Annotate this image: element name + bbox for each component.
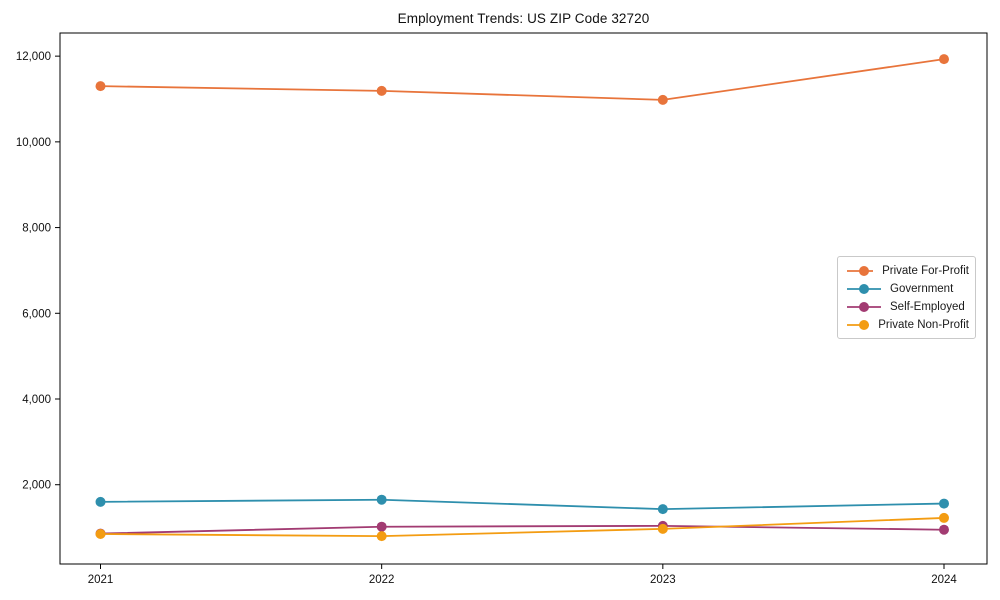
legend-item: Private Non-Profit — [847, 318, 969, 331]
y-tick-label: 10,000 — [16, 137, 51, 149]
series-line-government — [99, 498, 945, 511]
data-point-government-2023 — [657, 504, 668, 515]
series-line-private-for-profit — [99, 58, 945, 101]
data-point-self-employed-2024 — [939, 524, 949, 535]
legend-item: Government — [847, 282, 969, 295]
data-point-government-2022 — [376, 494, 387, 505]
data-point-private-non-profit-2024 — [939, 512, 949, 523]
legend-label: Government — [890, 282, 954, 295]
legend-marker-icon — [847, 265, 874, 276]
data-point-private-for-profit-2024 — [939, 54, 949, 65]
data-point-government-2021 — [95, 496, 106, 507]
y-tick-label: 8,000 — [22, 223, 51, 235]
legend-label: Private Non-Profit — [878, 318, 969, 331]
series-line-private-non-profit — [99, 517, 945, 538]
legend-label: Self-Employed — [890, 300, 965, 313]
data-point-government-2024 — [939, 498, 949, 509]
y-tick-label: 12,000 — [16, 51, 51, 63]
x-tick-label: 2024 — [931, 574, 957, 586]
legend-marker-icon — [847, 301, 881, 312]
x-tick-label: 2023 — [650, 574, 676, 586]
data-point-private-non-profit-2023 — [657, 523, 668, 534]
legend-label: Private For-Profit — [882, 264, 969, 277]
x-tick-label: 2021 — [88, 574, 114, 586]
data-point-private-non-profit-2021 — [95, 529, 106, 539]
axes-frame — [59, 32, 988, 565]
legend-item: Self-Employed — [847, 300, 969, 313]
data-point-private-for-profit-2021 — [95, 81, 106, 92]
legend-marker-icon — [847, 283, 881, 294]
y-tick-label: 4,000 — [22, 394, 51, 406]
data-point-private-for-profit-2022 — [376, 85, 387, 96]
y-tick-label: 6,000 — [22, 308, 51, 320]
data-point-private-for-profit-2023 — [657, 94, 668, 105]
legend-item: Private For-Profit — [847, 264, 969, 277]
legend-marker-icon — [847, 319, 870, 330]
chart-title: Employment Trends: US ZIP Code 32720 — [397, 11, 650, 26]
x-tick-label: 2022 — [369, 574, 395, 586]
data-point-self-employed-2022 — [376, 521, 387, 532]
legend: Private For-Profit Government Self-Employe… — [837, 256, 976, 339]
y-tick-label: 2,000 — [22, 480, 51, 492]
series-line-self-employed — [99, 524, 945, 535]
data-point-private-non-profit-2022 — [376, 531, 387, 542]
